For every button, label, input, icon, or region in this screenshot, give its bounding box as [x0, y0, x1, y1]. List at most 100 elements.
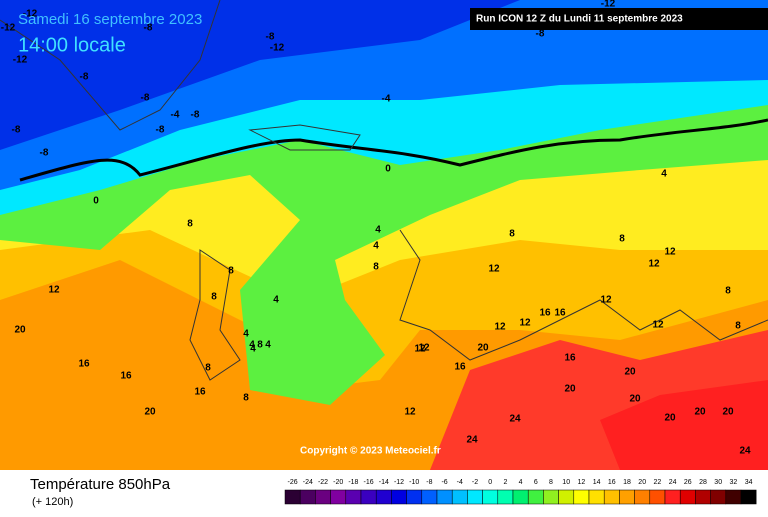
contour-label: 16	[554, 308, 566, 319]
contour-label: 12	[414, 344, 426, 355]
contour-label: 8	[373, 262, 379, 273]
legend-swatch	[421, 489, 438, 505]
contour-label: 12	[519, 318, 531, 329]
contour-label: 8	[228, 266, 234, 277]
coastline	[189, 249, 241, 381]
contour-label: 16	[564, 353, 576, 364]
legend-tick-label: -12	[394, 479, 404, 486]
legend-swatch	[284, 489, 301, 505]
contour-label: 12	[664, 247, 676, 258]
cold-zone	[0, 0, 520, 150]
contour-label: 12	[48, 285, 60, 296]
contour-label: 20	[624, 367, 636, 378]
contour-label: -8	[266, 32, 275, 43]
legend-swatch	[619, 489, 635, 505]
legend-tick-label: -4	[457, 479, 463, 486]
legend-swatch	[634, 489, 651, 505]
contour-label: -12	[270, 43, 285, 54]
legend-swatch	[451, 489, 468, 505]
contour-label: 0	[93, 196, 99, 207]
contour-label: -8	[40, 148, 49, 159]
contour-label: 16	[78, 359, 90, 370]
legend-tick-label: 16	[608, 479, 616, 486]
contour-label: 12	[600, 295, 612, 306]
legend-tick-label: 26	[684, 479, 692, 486]
legend-tick-label: 32	[730, 479, 738, 486]
contour-label: 8	[187, 219, 193, 230]
contour-label: -8	[191, 110, 200, 121]
contour-label: -8	[80, 72, 89, 83]
legend-swatch	[527, 489, 544, 505]
legend-swatch	[725, 489, 742, 505]
contour-label: 12	[418, 343, 430, 354]
contour-label: -4	[171, 110, 180, 121]
coastline	[248, 124, 361, 151]
contour-label: -4	[382, 94, 391, 105]
contour-label: 24	[509, 414, 521, 425]
contour-label: 12	[494, 322, 506, 333]
legend-tick-label: 10	[562, 479, 570, 486]
contour-label: 4	[373, 241, 379, 252]
contour-label: 24	[466, 435, 478, 446]
contour-label: 4	[375, 225, 381, 236]
legend-swatch	[436, 489, 453, 505]
contour-label: -8	[144, 23, 153, 34]
legend-tick-label: 2	[503, 479, 507, 486]
contour-label: 8	[211, 292, 217, 303]
legend-tick-label: -24	[303, 479, 313, 486]
legend-swatch	[482, 489, 499, 505]
contour-label: 8	[619, 234, 625, 245]
contour-label: 8	[509, 229, 515, 240]
legend-swatch	[299, 489, 316, 505]
contour-label: -8	[536, 29, 545, 40]
legend-tick-label: -14	[379, 479, 389, 486]
contour-label: 4	[273, 295, 279, 306]
legend-tick-label: -20	[333, 479, 343, 486]
legend-swatch	[512, 489, 529, 505]
legend-swatch	[573, 489, 590, 505]
legend-tick-label: 12	[578, 479, 586, 486]
legend-tick-label: 14	[593, 479, 601, 486]
legend-swatch	[543, 489, 559, 505]
contour-label: -8	[141, 93, 150, 104]
contour-label: 24	[739, 446, 751, 457]
contour-label: 20	[14, 325, 26, 336]
run: Run ICON 12 Z du Lundi 11 septembre 2023	[476, 14, 683, 25]
legend-swatch	[588, 489, 605, 505]
contour-label: 20	[694, 407, 706, 418]
legend-swatch	[345, 489, 362, 505]
warm-zone	[600, 380, 768, 470]
time: 14:00 locale	[18, 34, 126, 56]
legend-swatch	[679, 489, 696, 505]
contour-label: -12	[601, 0, 616, 10]
date: Samedi 16 septembre 2023	[18, 11, 202, 28]
contour-label: 8	[243, 393, 249, 404]
run-box	[470, 8, 768, 30]
legend-tick-label: 34	[745, 479, 753, 486]
legend-swatch	[330, 489, 347, 505]
zero-isotherm	[19, 118, 768, 182]
legend-tick-label: 30	[714, 479, 722, 486]
contour-label: -12	[23, 9, 38, 20]
legend-swatch	[375, 489, 392, 505]
contour-label: 12	[648, 259, 660, 270]
contour-label: 4	[661, 169, 667, 180]
legend-swatch	[664, 489, 681, 505]
contour-label: 16	[454, 362, 466, 373]
legend-tick-label: -22	[318, 479, 328, 486]
contour-label: 20	[722, 407, 734, 418]
legend-tick-label: 8	[549, 479, 553, 486]
contour-label: 8	[725, 286, 731, 297]
contour-label: 8	[257, 340, 263, 351]
legend-swatch	[406, 489, 423, 505]
contour-label: 20	[477, 343, 489, 354]
legend-swatch	[695, 489, 711, 505]
legend-swatch	[467, 489, 483, 505]
contour-label: -12	[13, 55, 28, 66]
contour-label: 0	[385, 164, 391, 175]
coastline	[0, 0, 221, 131]
contour-label: 4	[265, 340, 271, 351]
legend-tick-label: 22	[654, 479, 662, 486]
